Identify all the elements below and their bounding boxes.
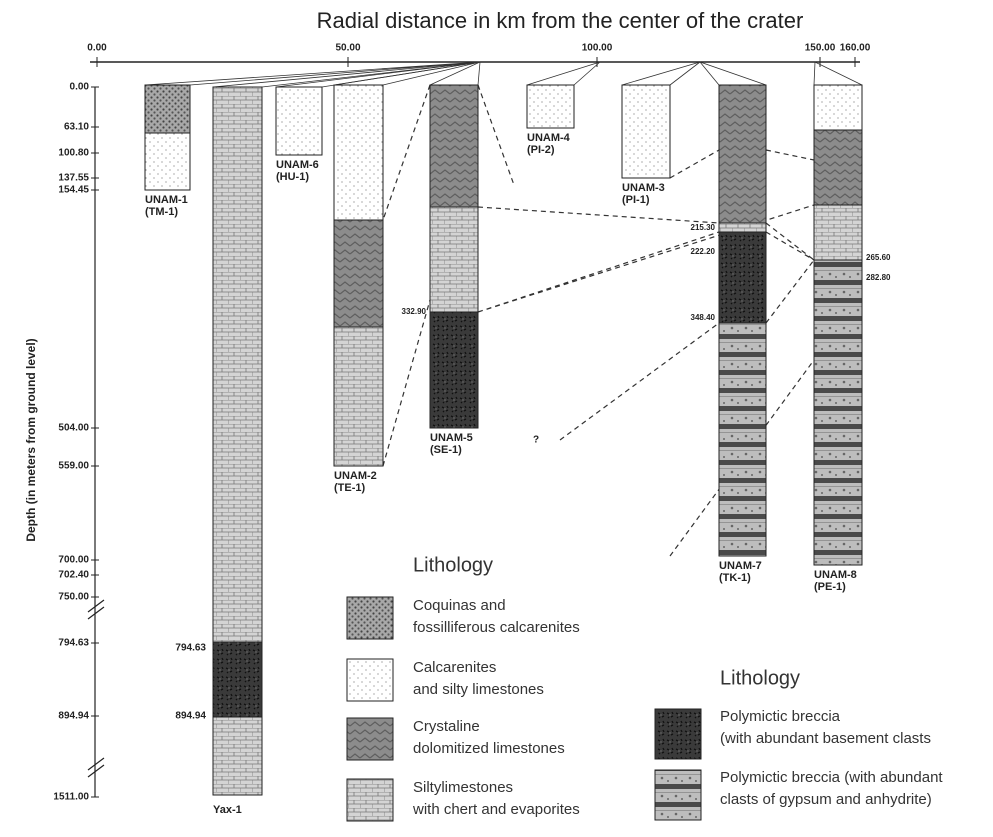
depth-mark: 222.20 bbox=[691, 247, 716, 256]
lithology-segment bbox=[212, 716, 263, 796]
depth-mark: 282.80 bbox=[866, 273, 891, 282]
legend-title: Lithology bbox=[413, 554, 493, 576]
legend-swatch bbox=[346, 596, 394, 640]
well-name: UNAM-1 bbox=[145, 194, 188, 206]
legend-label: fossilliferous calcarenites bbox=[413, 619, 580, 636]
lithology-segment bbox=[813, 129, 863, 206]
legend-label: clasts of gypsum and anhydrite) bbox=[720, 791, 932, 808]
legend-label: Calcarenites bbox=[413, 659, 496, 676]
depth-mark: 215.30 bbox=[691, 223, 716, 232]
fan-line bbox=[429, 61, 481, 86]
well-name: UNAM-3 bbox=[622, 182, 665, 194]
well-name: Yax-1 bbox=[213, 804, 242, 816]
legend-label: Polymictic breccia bbox=[720, 708, 841, 725]
depth-label: 0.00 bbox=[70, 82, 90, 93]
well-name: UNAM-4 bbox=[527, 132, 571, 144]
lithology-segment bbox=[813, 259, 863, 566]
lithology-segment bbox=[333, 84, 384, 221]
depth-label: 504.00 bbox=[58, 423, 89, 434]
lithology-segment bbox=[526, 84, 575, 129]
legend-label: (with abundant basement clasts bbox=[720, 730, 931, 747]
legend-title: Lithology bbox=[720, 667, 800, 689]
well-name: UNAM-7 bbox=[719, 560, 762, 572]
fan-line bbox=[275, 61, 481, 88]
well-name: UNAM-8 bbox=[814, 569, 857, 581]
lithology-segment bbox=[429, 206, 479, 313]
lithology-segment bbox=[333, 219, 384, 328]
legend-label: Polymictic breccia (with abundant bbox=[720, 769, 943, 786]
legend-label: dolomitized limestones bbox=[413, 740, 565, 757]
depth-label: 700.00 bbox=[58, 555, 89, 566]
lithology-segment bbox=[429, 311, 479, 429]
legend-swatch bbox=[346, 658, 394, 702]
well-code: (SE-1) bbox=[430, 444, 462, 456]
legend-label: Crystaline bbox=[413, 718, 480, 735]
depth-mark: 894.94 bbox=[175, 711, 206, 722]
legend-label: Siltylimestones bbox=[413, 779, 513, 796]
lithology-segment bbox=[333, 326, 384, 467]
legend-swatch bbox=[654, 708, 702, 760]
well-code: (PI-1) bbox=[622, 194, 650, 206]
fan-line bbox=[698, 61, 767, 86]
lithology-segment bbox=[718, 84, 767, 224]
legend-label: with chert and evaporites bbox=[412, 801, 580, 818]
fan-line bbox=[621, 61, 701, 86]
top-axis-label: 50.00 bbox=[335, 43, 360, 54]
depth-label: 750.00 bbox=[58, 592, 89, 603]
axis-break bbox=[87, 599, 105, 778]
well-name: UNAM-2 bbox=[334, 470, 377, 482]
depth-label: 154.45 bbox=[58, 185, 89, 196]
top-axis-label: 100.00 bbox=[582, 43, 613, 54]
unknown-mark: ? bbox=[533, 435, 539, 446]
lithology-segment bbox=[212, 86, 263, 643]
lithology-segment bbox=[144, 132, 191, 191]
depth-mark: 348.40 bbox=[691, 313, 716, 322]
lithology-segment bbox=[718, 231, 767, 324]
depth-mark: 794.63 bbox=[175, 643, 206, 654]
depth-label: 702.40 bbox=[58, 570, 89, 581]
lithology-segment bbox=[429, 84, 479, 208]
fan-line bbox=[526, 61, 601, 86]
legend-swatch bbox=[346, 717, 394, 761]
lithology-segment bbox=[275, 86, 323, 156]
legend-label: Coquinas and bbox=[413, 597, 506, 614]
lithology-segment bbox=[718, 222, 767, 233]
well-code: (PI-2) bbox=[527, 144, 555, 156]
well-code: (HU-1) bbox=[276, 171, 309, 183]
well-name: UNAM-5 bbox=[430, 432, 473, 444]
depth-mark: 332.90 bbox=[402, 307, 427, 316]
well-name: UNAM-6 bbox=[276, 159, 319, 171]
well-code: (TK-1) bbox=[719, 572, 751, 584]
depth-label: 1511.00 bbox=[53, 792, 89, 803]
lithology-segment bbox=[621, 84, 671, 179]
depth-mark: 265.60 bbox=[866, 253, 891, 262]
top-axis-label: 150.00 bbox=[805, 43, 836, 54]
legend-label: and silty limestones bbox=[413, 681, 544, 698]
depth-label: 100.80 bbox=[58, 148, 89, 159]
lithology-segment bbox=[718, 322, 767, 557]
depth-label: 137.55 bbox=[58, 173, 89, 184]
lithology-segment bbox=[144, 84, 191, 134]
well-code: (TE-1) bbox=[334, 482, 366, 494]
lithology-segment bbox=[813, 84, 863, 131]
well-code: (PE-1) bbox=[814, 581, 846, 593]
depth-label: 894.94 bbox=[58, 711, 89, 722]
fan-line bbox=[813, 61, 863, 86]
depth-label: 559.00 bbox=[58, 461, 89, 472]
well-code: (TM-1) bbox=[145, 206, 178, 218]
legend-swatch bbox=[346, 778, 394, 822]
lithology-segment bbox=[813, 204, 863, 261]
title: Radial distance in km from the center of… bbox=[317, 8, 804, 33]
legend-swatch bbox=[654, 769, 702, 821]
depth-label: 794.63 bbox=[58, 638, 89, 649]
depth-label: 63.10 bbox=[64, 122, 89, 133]
lithology-segment bbox=[212, 641, 263, 718]
top-axis-label: 0.00 bbox=[87, 43, 107, 54]
top-axis-label: 160.00 bbox=[840, 43, 871, 54]
depth-axis-title: Depth (in meters from ground level) bbox=[24, 338, 38, 541]
